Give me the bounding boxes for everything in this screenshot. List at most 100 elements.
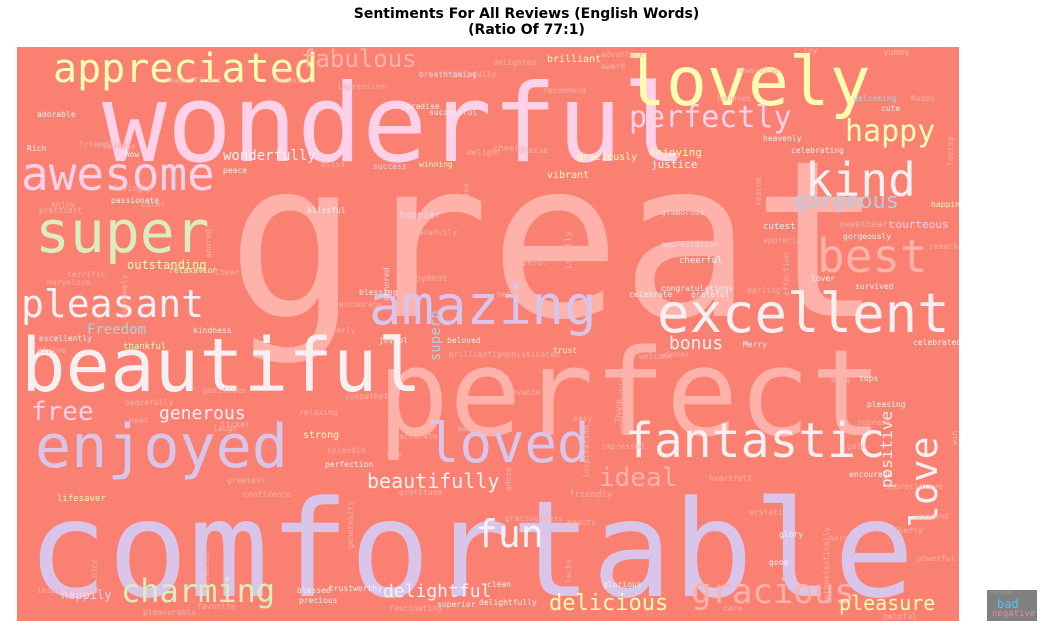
- cloud-word: yummy: [883, 48, 911, 58]
- cloud-word: comfortable: [27, 472, 915, 621]
- cloud-word: fascinating: [389, 604, 442, 613]
- cloud-word: pleasure: [839, 591, 936, 615]
- cloud-word: perfectly: [629, 100, 792, 135]
- cloud-word: affection: [782, 252, 791, 297]
- cloud-word: splendid: [327, 446, 366, 455]
- cloud-word: appreciation: [661, 240, 719, 249]
- cloud-word: blessed: [297, 586, 331, 595]
- cloud-word: breathtaking: [419, 70, 477, 79]
- cloud-word: ticket: [221, 420, 250, 429]
- cloud-word: haha: [831, 376, 851, 385]
- cloud-word: amazing: [369, 274, 597, 337]
- cloud-word: winning: [419, 160, 453, 169]
- cloud-word: blissful: [307, 206, 346, 215]
- cloud-word: Luckily: [564, 230, 574, 269]
- cloud-word: cheerful: [679, 256, 723, 266]
- cloud-word: adore: [504, 466, 513, 491]
- cloud-word: gain: [847, 442, 867, 451]
- cloud-word: advantage: [601, 50, 645, 59]
- cloud-word: friendliest: [79, 140, 132, 149]
- cloud-word: lovable: [507, 388, 541, 397]
- cloud-word: adored: [204, 228, 213, 258]
- cloud-word: survived: [855, 282, 894, 291]
- cloud-word: appreciative: [885, 482, 943, 491]
- cloud-word: beauty: [567, 518, 596, 527]
- cloud-word: loving: [946, 136, 955, 166]
- cloud-word: peacefully: [125, 398, 174, 407]
- cloud-word: successful: [429, 108, 478, 117]
- cloud-word: winner: [661, 350, 690, 359]
- cloud-word: charming: [121, 572, 276, 610]
- chart-title: Sentiments For All Reviews (English Word…: [17, 6, 1036, 38]
- cloud-word: rewarding: [735, 66, 779, 75]
- negative-words-thumbnail: nothing bad negative: [987, 590, 1037, 621]
- cloud-word: welcome: [639, 352, 673, 361]
- cloud-word: fun: [475, 512, 544, 556]
- cloud-word: accurate: [399, 432, 438, 441]
- cloud-word: awesome: [21, 147, 215, 201]
- cloud-word: appreciated: [53, 47, 318, 92]
- cloud-word: Rich: [27, 144, 47, 153]
- cloud-word: better: [497, 290, 526, 299]
- cloud-word: sophisticated: [497, 350, 560, 359]
- cloud-word: superb: [428, 310, 444, 362]
- cloud-word: kindness: [193, 326, 232, 335]
- cloud-word: celebrate: [629, 290, 673, 299]
- cloud-word: supreme: [857, 418, 891, 427]
- cloud-word: delicious: [549, 591, 669, 616]
- cloud-word: talented: [202, 552, 211, 592]
- cloud-word: inspiration: [582, 424, 591, 478]
- cloud-word: sympathetic: [345, 392, 398, 401]
- cloud-word: inspirational: [37, 586, 100, 595]
- cloud-word: perfect: [377, 325, 883, 464]
- cloud-word: lover: [811, 274, 836, 283]
- cloud-word: easy: [573, 414, 593, 423]
- cloud-word: bliss: [321, 160, 346, 169]
- cloud-word: cutest: [763, 222, 796, 232]
- cloud-word: laugh: [213, 424, 238, 433]
- cloud-word: excellent: [657, 282, 950, 345]
- cloud-word: impressed: [601, 442, 645, 451]
- cloud-word: welcoming: [853, 94, 897, 103]
- cloud-word: marvelous: [47, 278, 91, 287]
- cloud-word: Freedom: [87, 322, 147, 338]
- cloud-word: remarkable: [929, 242, 959, 251]
- cloud-word: celebrated: [913, 338, 959, 347]
- cloud-word: powerful: [917, 554, 956, 563]
- cloud-word: flawless: [97, 142, 136, 151]
- title-line-1: Sentiments For All Reviews (English Word…: [353, 6, 700, 22]
- cloud-word: supremely: [120, 274, 129, 319]
- cloud-word: cheery: [493, 144, 526, 154]
- cloud-word: lovely: [625, 47, 871, 122]
- cloud-word: Wow: [125, 150, 140, 159]
- cloud-word: superior: [437, 600, 476, 609]
- cloud-word: terrific: [67, 270, 106, 279]
- cloud-word: enjoying: [649, 146, 702, 159]
- cloud-word: win: [950, 430, 959, 446]
- cloud-word: great: [227, 115, 884, 368]
- cloud-word: recommend: [543, 86, 587, 95]
- cloud-word: lucky: [564, 558, 573, 583]
- cloud-word: peace: [223, 166, 248, 175]
- cloud-word: super: [35, 198, 210, 266]
- cloud-word: gracious: [691, 572, 855, 612]
- cloud-word: enjoyed: [35, 412, 288, 482]
- cloud-word: beautifully: [367, 469, 500, 493]
- cloud-word: bonus: [669, 333, 724, 354]
- cloud-word: Liberty: [889, 526, 923, 535]
- cloud-word: neat: [129, 416, 149, 425]
- cloud-word: delightful: [383, 581, 492, 602]
- cloud-word: praise: [519, 146, 548, 155]
- cloud-word: gorgeously: [843, 232, 892, 241]
- cloud-word: Merry: [743, 340, 768, 349]
- cloud-word: vibrant: [547, 170, 590, 181]
- cloud-word: success: [373, 162, 407, 171]
- cloud-word: delighted: [493, 58, 537, 67]
- cloud-word: hero: [829, 534, 849, 543]
- cloud-word: clean: [487, 580, 512, 589]
- cloud-word: sweetheart: [839, 220, 894, 230]
- cloud-word: blessing: [359, 288, 398, 297]
- cloud-word: encourage: [339, 300, 383, 309]
- cloud-word: lifesaver: [57, 494, 106, 504]
- cloud-word: pleasant: [21, 282, 205, 326]
